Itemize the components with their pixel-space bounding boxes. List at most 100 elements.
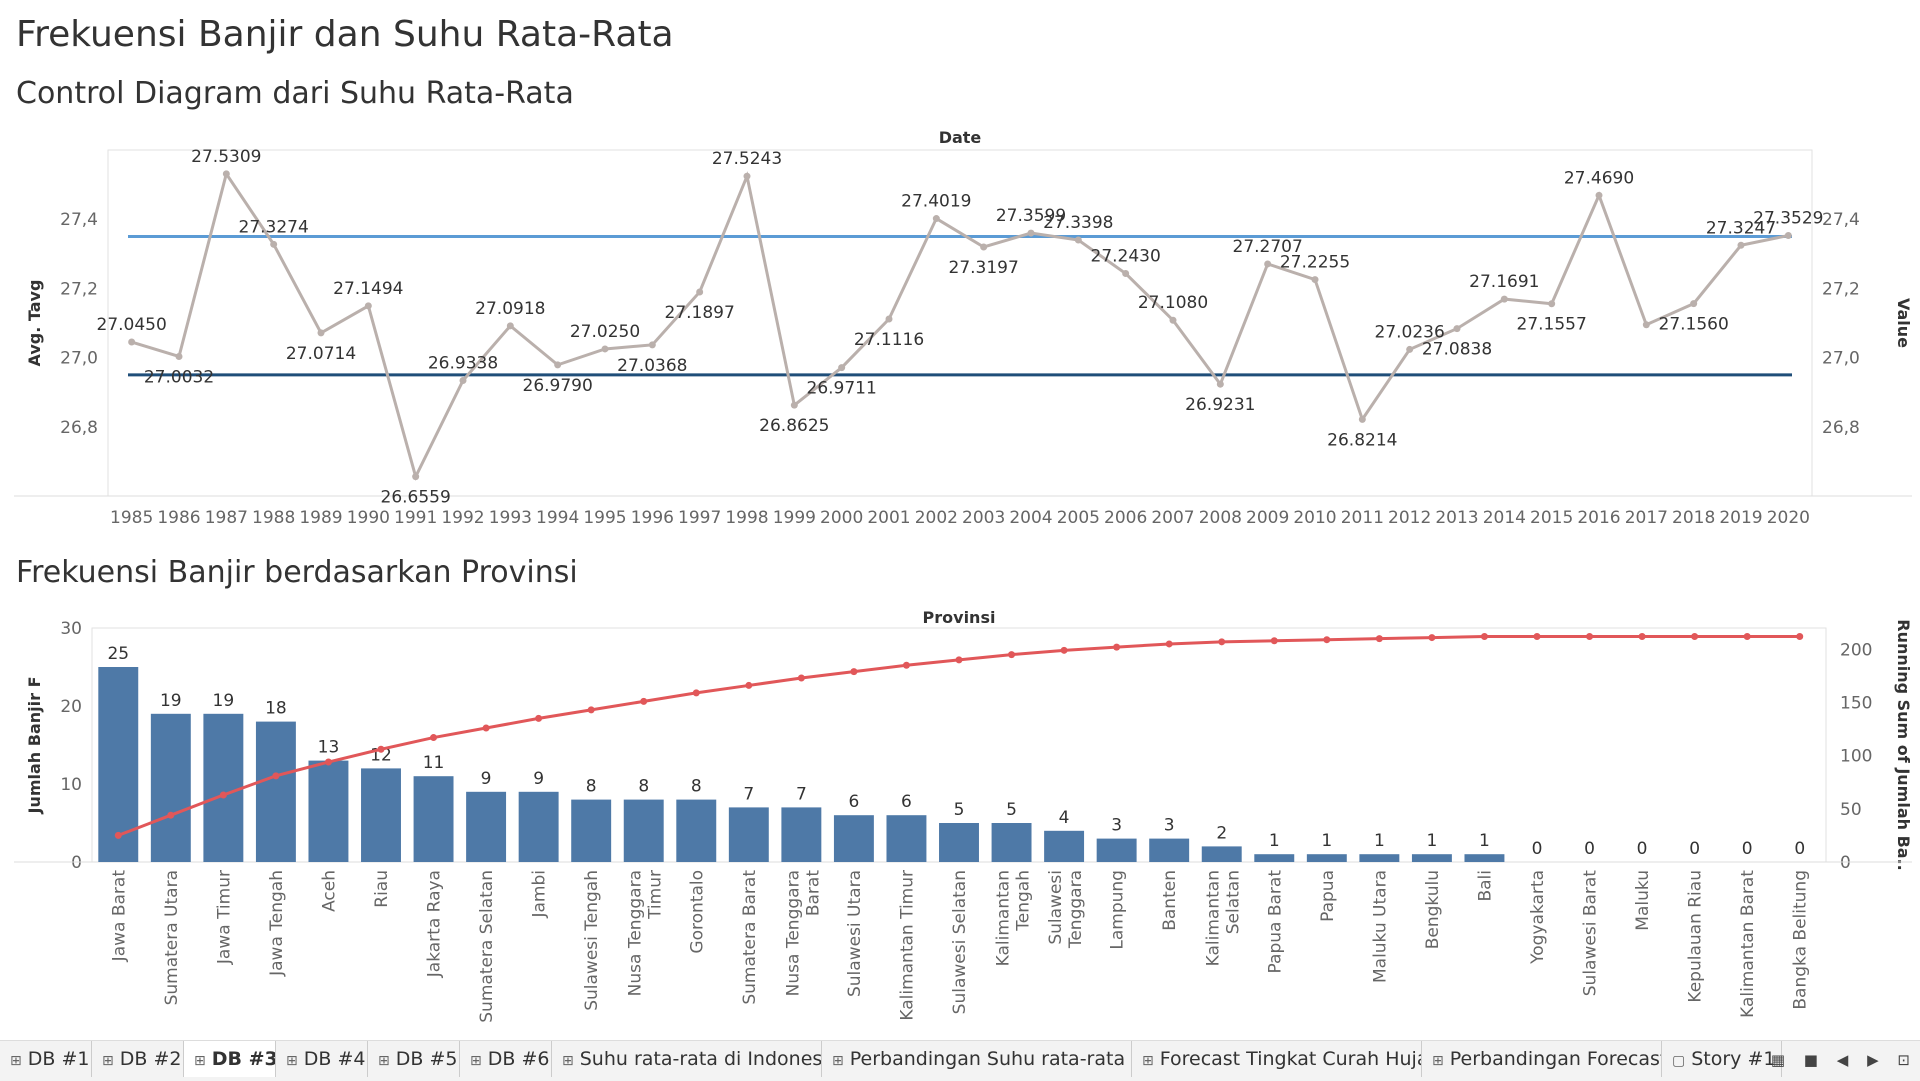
prev-sheet-icon[interactable]: ◀ <box>1836 1051 1849 1069</box>
tab-sheet[interactable]: ⊞ Perbandingan Suhu rata-rata ... <box>822 1041 1132 1077</box>
x-tick-label: Nusa TenggaraTimur <box>626 870 666 996</box>
bar-value-label: 3 <box>1164 816 1175 836</box>
running-sum-point <box>219 791 227 799</box>
filmstrip-icon[interactable]: ■ <box>1803 1051 1818 1069</box>
running-sum-point <box>1743 633 1751 641</box>
tab-sheet[interactable]: ⊞ Suhu rata-rata di Indonesia <box>552 1041 822 1077</box>
running-sum-point <box>272 772 280 780</box>
data-label: 27.0714 <box>286 344 356 364</box>
grid-view-icon[interactable]: ▦ <box>1770 1051 1786 1069</box>
dashboard-icon: ⊞ <box>378 1053 390 1069</box>
tab-sheet[interactable]: ▢ Story #1 <box>1662 1041 1782 1077</box>
x-axis-title: Date <box>939 128 982 147</box>
x-tick-label: Kepulauan Riau <box>1686 870 1706 1003</box>
tab-sheet[interactable]: ⊞ DB #1 <box>0 1041 92 1077</box>
x-tick-label: 2019 <box>1719 508 1762 528</box>
x-tick-label: Banten <box>1160 870 1180 931</box>
tab-sheet[interactable]: ⊞ DB #3 <box>184 1041 276 1077</box>
data-point <box>270 240 278 248</box>
tab-sheet[interactable]: ⊞ DB #4 <box>276 1041 368 1077</box>
x-tick-label: Sulawesi Barat <box>1581 870 1601 997</box>
bar-value-label: 7 <box>743 784 754 804</box>
y2-tick-label: 27,0 <box>1822 349 1860 369</box>
data-point <box>1264 260 1272 268</box>
bar <box>886 815 927 862</box>
bar <box>1096 838 1137 862</box>
x-tick-label: 2010 <box>1293 508 1336 528</box>
next-sheet-icon[interactable]: ▶ <box>1867 1051 1879 1069</box>
y2-tick-label: 100 <box>1840 747 1872 767</box>
x-tick-label: Jakarta Raya <box>425 870 445 978</box>
running-sum-point <box>1218 638 1226 646</box>
tab-sheet[interactable]: ⊞ DB #6 <box>460 1041 552 1077</box>
running-sum-point <box>1008 651 1016 659</box>
x-tick-label: KalimantanTengah <box>994 870 1034 966</box>
y-tick-label: 27,0 <box>60 349 98 369</box>
data-label: 27.3398 <box>1043 213 1113 233</box>
running-sum-point <box>535 714 543 722</box>
data-label: 27.3529 <box>1753 208 1823 228</box>
data-label: 27.0838 <box>1422 340 1492 360</box>
x-tick-label: 1991 <box>394 508 437 528</box>
control-chart: Date Avg. Tavg Value 26,8 26,8 27,0 27,0 27,2 27… <box>14 128 1913 528</box>
running-sum-point <box>797 674 805 682</box>
sheet-tabs-bar: ⊞ DB #1 ⊞ DB #2 ⊞ DB #3 ⊞ DB #4 ⊞ DB #5 ⊞ DB #6 ⊞ Suh… <box>0 1040 1920 1081</box>
running-sum-point <box>1375 635 1383 643</box>
y2-tick-label: 50 <box>1840 800 1862 820</box>
data-label: 27.1897 <box>665 303 735 323</box>
bar-value-label: 7 <box>796 784 807 804</box>
x-tick-label: Sulawesi Selatan <box>950 870 970 1014</box>
x-tick-label: 1990 <box>347 508 390 528</box>
tab-label: DB #3 <box>211 1048 276 1070</box>
bar <box>1044 830 1085 862</box>
data-label: 27.1116 <box>854 330 924 350</box>
x-tick-label: Sulawesi Utara <box>845 870 865 997</box>
bar-value-label: 2 <box>1216 823 1227 843</box>
x-tick-label: 2001 <box>867 508 910 528</box>
tab-label: Story #1 <box>1691 1048 1776 1070</box>
pareto-chart: Provinsi Jumlah Banjir F Running Sum of Ju… <box>14 608 1913 1023</box>
data-label: 26.9231 <box>1185 395 1255 415</box>
bar-value-label: 0 <box>1742 839 1753 859</box>
y-tick-label: 0 <box>71 853 82 873</box>
pareto-chart-title: Frekuensi Banjir berdasarkan Provinsi <box>16 555 578 590</box>
bar <box>1411 854 1452 862</box>
x-tick-label: 1987 <box>205 508 248 528</box>
tab-sheet[interactable]: ⊞ DB #5 <box>368 1041 460 1077</box>
data-point <box>222 170 230 178</box>
data-label: 26.8214 <box>1327 430 1397 450</box>
y2-tick-label: 26,8 <box>1822 418 1860 438</box>
bar-value-label: 1 <box>1479 831 1490 851</box>
tab-sheet[interactable]: ⊞ DB #2 <box>92 1041 184 1077</box>
x-tick-label: 2020 <box>1767 508 1810 528</box>
bar <box>571 799 612 862</box>
data-point <box>506 322 514 330</box>
tab-label: DB #5 <box>395 1048 458 1070</box>
data-label: 27.2430 <box>1091 247 1161 267</box>
data-label: 26.9338 <box>428 354 498 374</box>
x-tick-label: Sumatera Selatan <box>477 870 497 1023</box>
more-sheets-icon[interactable]: ⊡ <box>1897 1051 1910 1069</box>
x-tick-label: 1998 <box>725 508 768 528</box>
data-point <box>128 338 136 346</box>
running-sum-point <box>1165 640 1173 648</box>
data-label: 27.3599 <box>996 206 1066 226</box>
data-point <box>790 401 798 409</box>
y-tick-label: 10 <box>60 775 82 795</box>
bar-value-label: 8 <box>691 777 702 797</box>
tab-sheet[interactable]: ⊞ Forecast Tingkat Curah Hujan... <box>1132 1041 1422 1077</box>
data-point <box>980 243 988 251</box>
bar <box>1201 846 1242 862</box>
bar-value-label: 8 <box>586 777 597 797</box>
control-chart-title: Control Diagram dari Suhu Rata-Rata <box>16 76 574 111</box>
tab-sheet[interactable]: ⊞ Perbandingan Forecast <box>1422 1041 1662 1077</box>
data-label: 27.3274 <box>239 217 309 237</box>
data-point <box>1169 316 1177 324</box>
tab-label: DB #4 <box>303 1048 366 1070</box>
bar-value-label: 18 <box>265 699 287 719</box>
data-label: 27.4019 <box>901 192 971 212</box>
dashboard-icon: ⊞ <box>470 1053 482 1069</box>
y2-tick-label: 0 <box>1840 853 1851 873</box>
x-tick-label: 2007 <box>1151 508 1194 528</box>
x-axis-title: Provinsi <box>923 608 996 627</box>
